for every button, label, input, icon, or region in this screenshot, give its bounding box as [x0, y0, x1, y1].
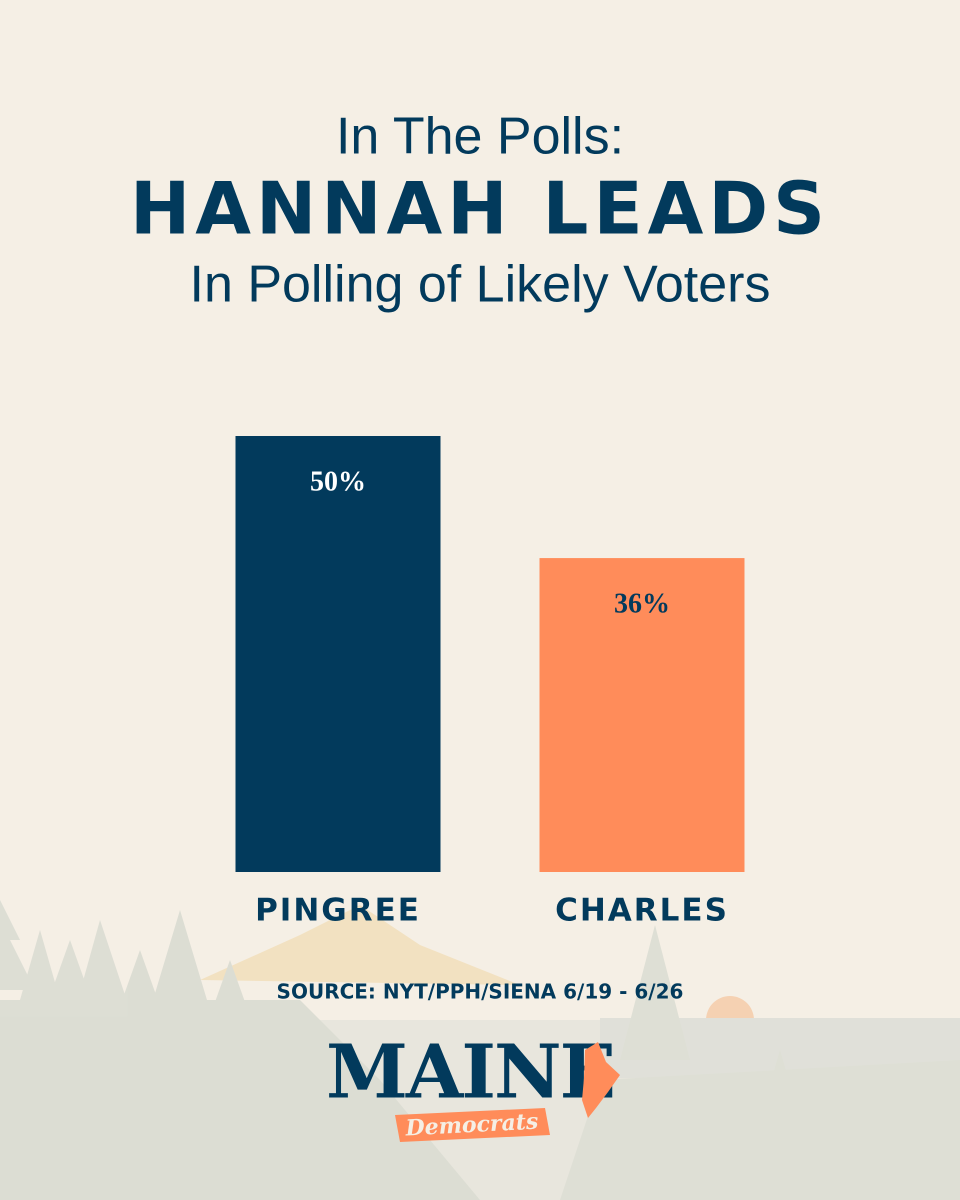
source: SOURCE: NYT/PPH/SIENA 6/19 - 6/26 — [277, 980, 684, 1004]
logo-name: MAINE — [326, 1030, 614, 1116]
x-tick-label: CHARLES — [555, 893, 729, 929]
bar — [235, 436, 441, 872]
value-label: 36% — [614, 589, 670, 620]
logo: MAINE Democrats — [326, 1030, 620, 1142]
logo-state — [582, 1042, 620, 1118]
chart-title: HANNAH LEADS — [130, 167, 830, 251]
kicker: In The Polls: — [336, 108, 624, 166]
subtitle: In Polling of Likely Voters — [190, 256, 771, 314]
x-tick-label: PINGREE — [255, 893, 421, 929]
bar — [539, 558, 745, 872]
landscape — [0, 900, 960, 1200]
value-label: 50% — [310, 466, 366, 497]
logo-ribbon — [395, 1108, 550, 1142]
